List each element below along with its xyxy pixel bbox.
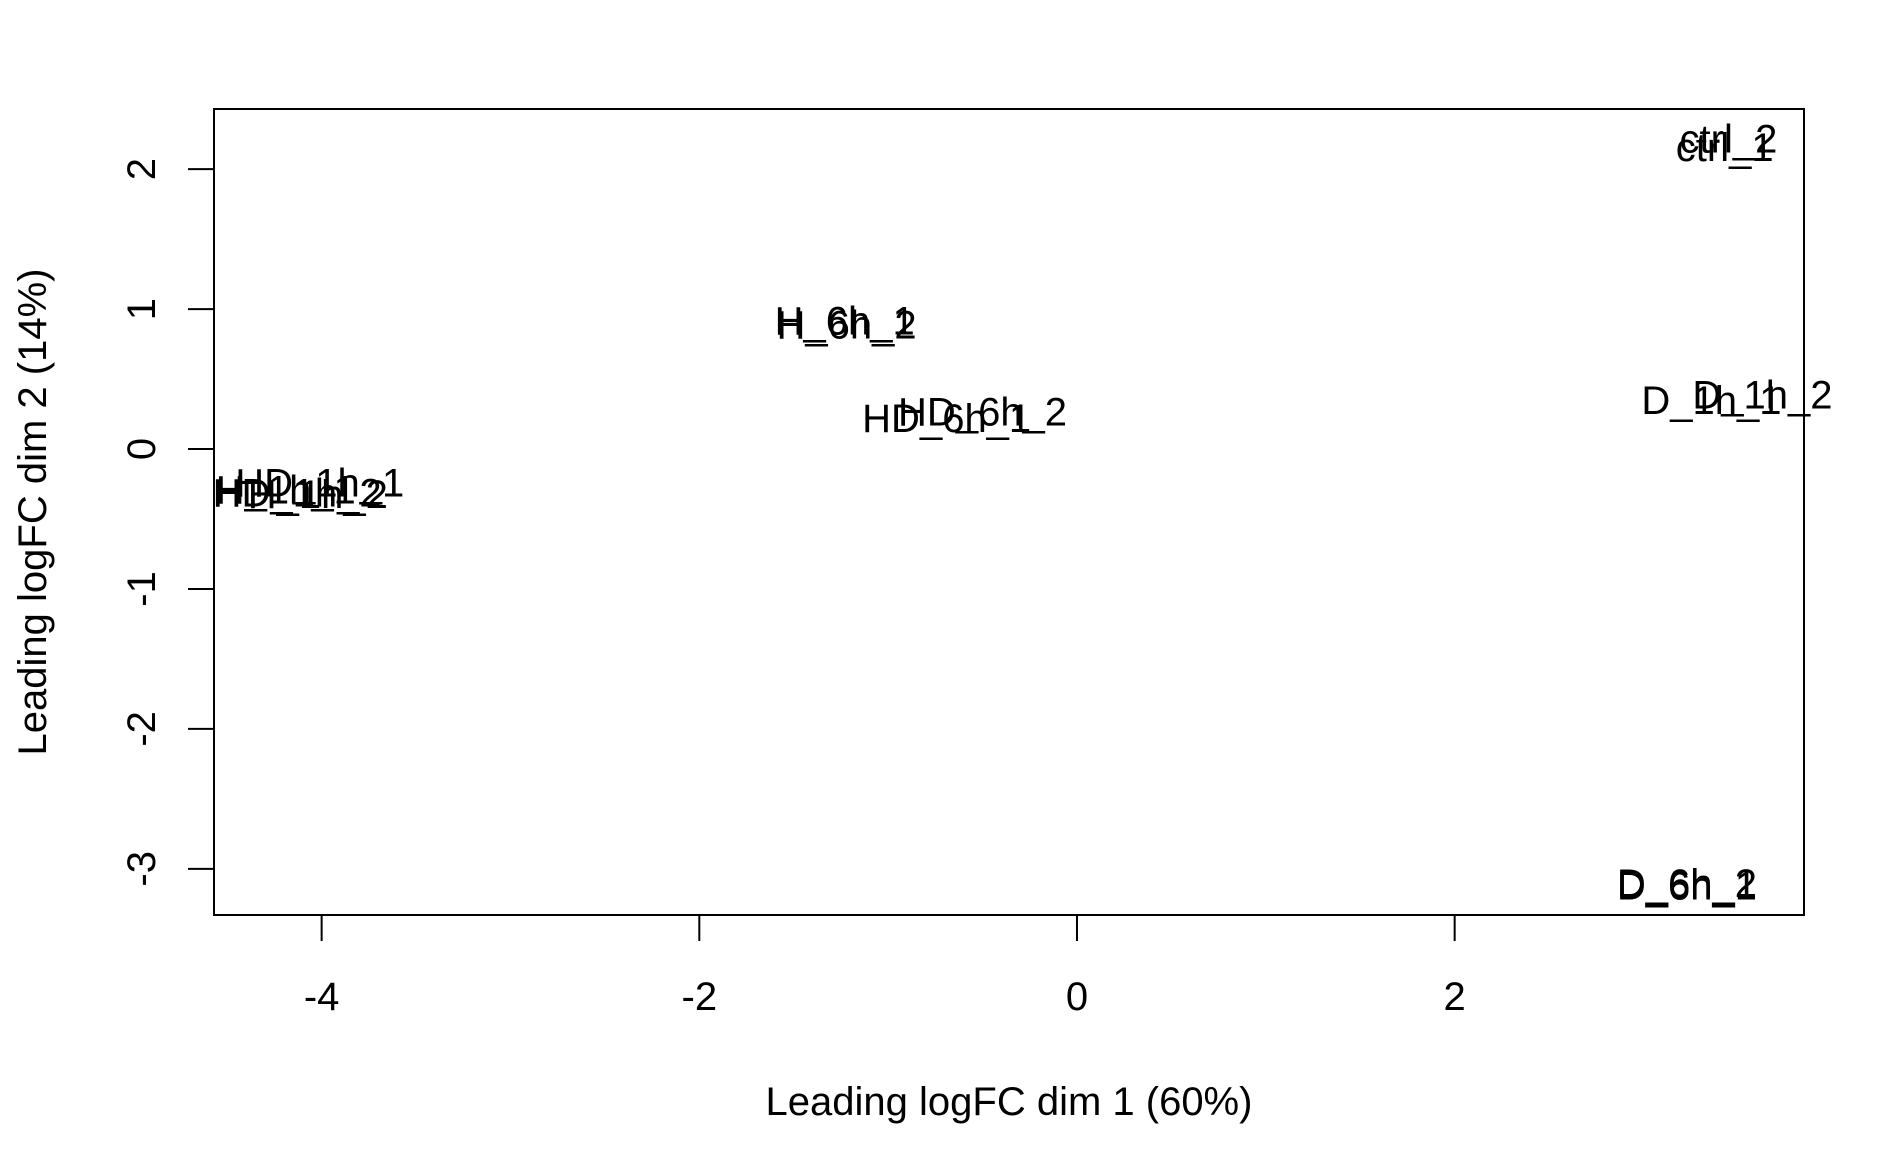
x-tick-label: -4 xyxy=(304,975,340,1019)
point-label: H_6h_2 xyxy=(777,303,917,347)
point-label: D_6h_2 xyxy=(1617,862,1757,906)
point-label: H_1h_1 xyxy=(216,469,356,513)
point-label: HD_1h_1 xyxy=(235,462,404,506)
point-label: ctrl_1 xyxy=(1676,126,1774,170)
y-axis-title: Leading logFC dim 2 (14%) xyxy=(11,269,55,756)
point-label: D_6h_1 xyxy=(1617,865,1757,909)
y-tick-label: 2 xyxy=(120,158,164,180)
point-label: D_1h_1 xyxy=(1641,379,1781,423)
x-tick-label: -2 xyxy=(682,975,718,1019)
x-axis-title: Leading logFC dim 1 (60%) xyxy=(766,1080,1253,1124)
point-label: H_1h_2 xyxy=(248,473,388,517)
y-tick-label: -1 xyxy=(120,571,164,607)
y-tick-label: -2 xyxy=(120,711,164,747)
y-tick-label: 1 xyxy=(120,298,164,320)
point-label: D_1h_2 xyxy=(1692,373,1832,417)
y-tick-label: 0 xyxy=(120,438,164,460)
x-tick-label: 2 xyxy=(1444,975,1466,1019)
y-axis: -3 -2 -1 0 1 2 xyxy=(120,158,215,887)
x-tick-label: 0 xyxy=(1066,975,1088,1019)
point-label: H_6h_1 xyxy=(775,299,915,343)
point-label: HD_1h_2 xyxy=(213,471,382,515)
point-label: ctrl_2 xyxy=(1680,117,1778,161)
point-label: HD_6h_1 xyxy=(862,397,1031,441)
y-tick-label: -3 xyxy=(120,851,164,887)
plot-frame xyxy=(213,108,1805,916)
x-axis: -4 -2 0 2 xyxy=(304,914,1466,1019)
point-label: HD_6h_2 xyxy=(898,390,1067,434)
